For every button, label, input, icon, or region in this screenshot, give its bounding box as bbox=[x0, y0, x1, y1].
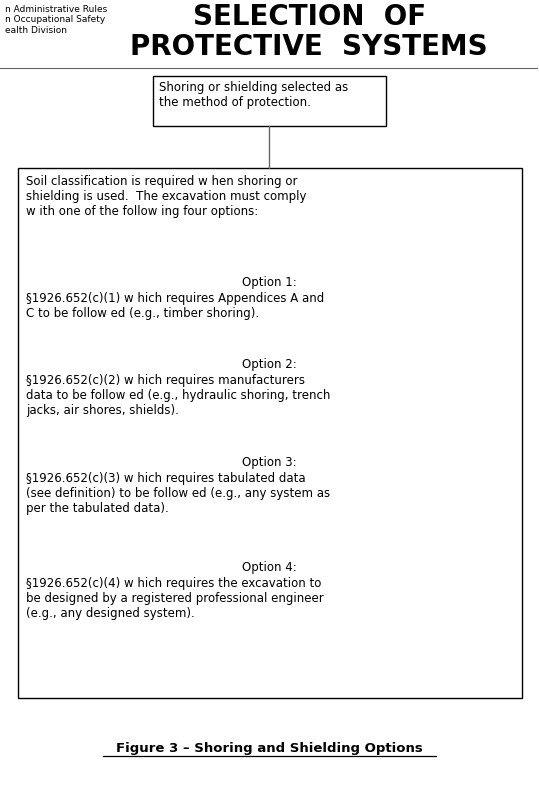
Text: SELECTION  OF: SELECTION OF bbox=[192, 3, 426, 31]
Text: PROTECTIVE  SYSTEMS: PROTECTIVE SYSTEMS bbox=[130, 33, 488, 61]
FancyBboxPatch shape bbox=[153, 76, 386, 126]
FancyBboxPatch shape bbox=[18, 168, 522, 698]
Text: Figure 3 – Shoring and Shielding Options: Figure 3 – Shoring and Shielding Options bbox=[116, 742, 423, 755]
Text: §1926.652(c)(3) w hich requires tabulated data
(see definition) to be follow ed : §1926.652(c)(3) w hich requires tabulate… bbox=[26, 472, 330, 515]
Text: §1926.652(c)(2) w hich requires manufacturers
data to be follow ed (e.g., hydrau: §1926.652(c)(2) w hich requires manufact… bbox=[26, 374, 330, 417]
Text: n Administrative Rules
n Occupational Safety
ealth Division: n Administrative Rules n Occupational Sa… bbox=[5, 5, 107, 35]
Text: Option 3:: Option 3: bbox=[242, 456, 296, 469]
Text: Option 4:: Option 4: bbox=[242, 561, 296, 574]
Text: Shoring or shielding selected as
the method of protection.: Shoring or shielding selected as the met… bbox=[158, 81, 348, 109]
Text: §1926.652(c)(4) w hich requires the excavation to
be designed by a registered pr: §1926.652(c)(4) w hich requires the exca… bbox=[26, 577, 324, 620]
Text: Soil classification is required w hen shoring or
shielding is used.  The excavat: Soil classification is required w hen sh… bbox=[26, 175, 307, 218]
Text: §1926.652(c)(1) w hich requires Appendices A and
C to be follow ed (e.g., timber: §1926.652(c)(1) w hich requires Appendic… bbox=[26, 292, 324, 320]
Text: Option 2:: Option 2: bbox=[242, 358, 296, 371]
Text: Option 1:: Option 1: bbox=[242, 276, 296, 289]
